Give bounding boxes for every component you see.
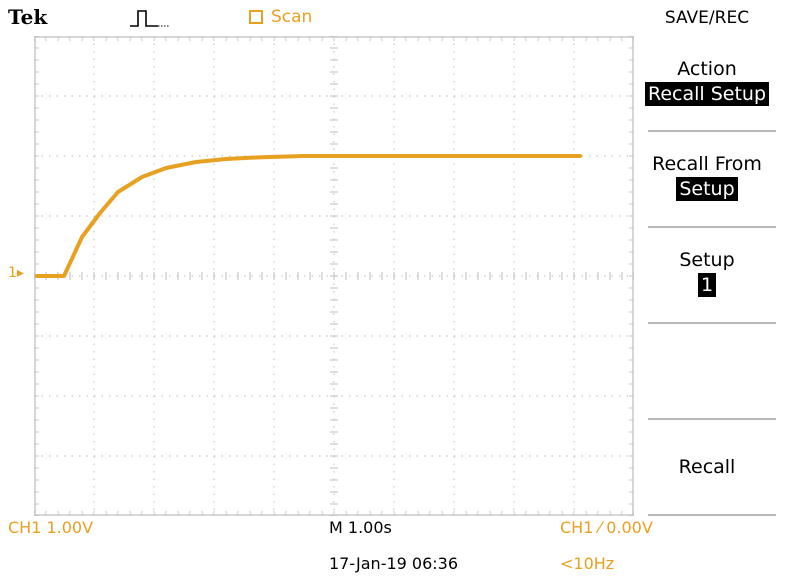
ch1-waveform xyxy=(35,154,582,278)
timebase-readout: M 1.00s xyxy=(329,518,392,537)
brand-logo: Tek xyxy=(8,5,48,29)
channel-scale-readout: CH1 1.00V xyxy=(8,518,94,537)
menu-title: SAVE/REC xyxy=(664,8,750,28)
menu-item-recall[interactable]: Recall xyxy=(640,454,774,480)
waveform-plot xyxy=(34,36,634,516)
datetime-readout: 17-Jan-19 06:36 xyxy=(329,554,459,573)
action-value: Recall Setup xyxy=(644,82,770,106)
run-mode-label: Scan xyxy=(271,7,313,27)
run-mode-indicator: Scan xyxy=(249,7,312,27)
waveform-display xyxy=(34,36,634,516)
menu-item-recall-from[interactable]: Recall From Setup xyxy=(640,151,774,201)
recall-from-value: Setup xyxy=(676,177,738,201)
menu-item-setup[interactable]: Setup 1 xyxy=(640,247,774,297)
menu-divider xyxy=(648,130,776,132)
trigger-readout: CH1 ⁄ 0.00V xyxy=(560,518,653,537)
run-mode-icon xyxy=(249,10,263,24)
setup-value: 1 xyxy=(697,273,717,297)
menu-divider xyxy=(648,514,776,516)
setup-label: Setup xyxy=(679,249,735,271)
menu-divider xyxy=(648,418,776,420)
action-label: Action xyxy=(677,58,737,80)
frequency-readout: <10Hz xyxy=(560,554,615,573)
pulse-trigger-icon xyxy=(128,8,172,34)
menu-divider xyxy=(648,226,776,228)
recall-from-label: Recall From xyxy=(652,153,762,175)
top-bar: Tek Scan xyxy=(0,0,790,36)
ch1-ground-marker[interactable]: 1▸ xyxy=(8,265,24,281)
recall-button: Recall xyxy=(678,456,736,478)
menu-divider xyxy=(648,322,776,324)
side-menu: SAVE/REC Action Recall Setup Recall From… xyxy=(636,0,790,588)
menu-item-action[interactable]: Action Recall Setup xyxy=(640,56,774,106)
